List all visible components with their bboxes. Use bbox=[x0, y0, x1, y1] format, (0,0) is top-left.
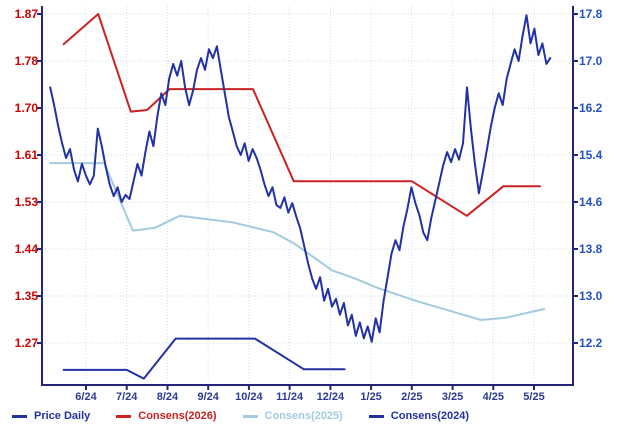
chart-legend: Price Daily Consens(2026) Consens(2025) … bbox=[12, 410, 469, 422]
x-axis-tick: 6/24 bbox=[75, 391, 97, 403]
price-daily-line-swatch bbox=[12, 414, 27, 418]
left-axis-tick: 1.53 bbox=[14, 195, 38, 209]
left-axis-tick: 1.27 bbox=[14, 336, 38, 350]
left-axis-tick: 1.61 bbox=[14, 148, 38, 162]
x-axis-tick: 11/24 bbox=[276, 391, 304, 403]
x-axis-tick: 12/24 bbox=[316, 391, 345, 403]
legend-label-price-daily: Price Daily bbox=[34, 410, 91, 422]
left-axis-tick: 1.78 bbox=[14, 54, 38, 68]
left-axis-tick: 1.70 bbox=[14, 101, 38, 115]
legend-item-consens-2026: Consens(2026) bbox=[116, 410, 217, 422]
legend-item-consens-2025: Consens(2025) bbox=[242, 410, 343, 422]
legend-label-consens-2026: Consens(2026) bbox=[138, 410, 217, 422]
right-axis-tick: 12.2 bbox=[579, 336, 603, 350]
legend-item-consens-2024: Consens(2024) bbox=[368, 410, 470, 422]
legend-label-consens-2025: Consens(2025) bbox=[264, 410, 343, 422]
x-axis-tick: 8/24 bbox=[156, 391, 179, 403]
x-axis-tick: 7/24 bbox=[116, 391, 138, 403]
right-axis-tick: 17.0 bbox=[579, 54, 603, 68]
left-axis-tick: 1.35 bbox=[14, 289, 38, 303]
legend-item-price-daily: Price Daily bbox=[12, 410, 90, 422]
x-axis-tick: 9/24 bbox=[197, 391, 219, 403]
left-axis-tick: 1.44 bbox=[14, 242, 38, 256]
consens-2025-line-swatch bbox=[242, 414, 258, 418]
x-axis-tick: 3/25 bbox=[441, 391, 464, 403]
right-axis-tick: 13.0 bbox=[579, 289, 603, 303]
right-axis-tick: 17.8 bbox=[579, 7, 603, 21]
consens-2026-line-swatch bbox=[116, 414, 132, 418]
right-axis-tick: 14.6 bbox=[579, 195, 603, 209]
consens-2024-line-swatch bbox=[368, 414, 384, 418]
x-axis-tick: 4/25 bbox=[482, 391, 504, 403]
x-axis-tick: 1/25 bbox=[360, 391, 382, 403]
right-axis-tick: 15.4 bbox=[579, 148, 603, 162]
left-axis-tick: 1.87 bbox=[14, 7, 38, 21]
x-axis-tick: 2/25 bbox=[401, 391, 423, 403]
x-axis-tick: 5/25 bbox=[523, 391, 545, 403]
legend-label-consens-2024: Consens(2024) bbox=[390, 410, 470, 422]
x-axis-tick: 10/24 bbox=[235, 391, 263, 403]
right-axis-tick: 16.2 bbox=[579, 101, 603, 115]
right-axis-tick: 13.8 bbox=[579, 242, 603, 256]
